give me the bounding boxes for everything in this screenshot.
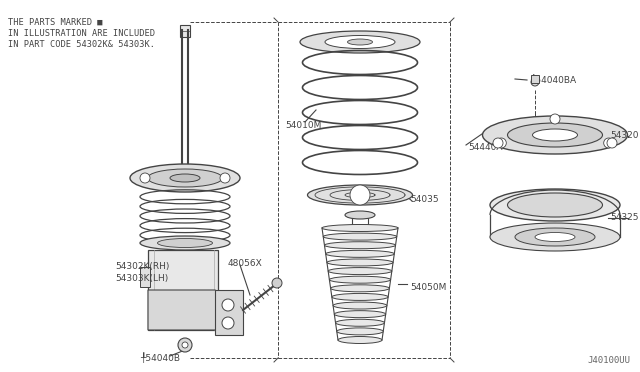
Text: ╀54040B: ╀54040B <box>140 353 180 363</box>
Ellipse shape <box>490 223 620 251</box>
Text: 54303K(LH): 54303K(LH) <box>115 273 168 282</box>
Ellipse shape <box>330 276 390 283</box>
Ellipse shape <box>322 224 398 231</box>
Ellipse shape <box>490 189 620 221</box>
Circle shape <box>272 278 282 288</box>
Circle shape <box>222 317 234 329</box>
Text: 54325: 54325 <box>610 214 639 222</box>
Bar <box>215 290 243 335</box>
Ellipse shape <box>326 250 394 257</box>
Circle shape <box>531 78 539 86</box>
Ellipse shape <box>157 238 212 247</box>
Text: THE PARTS MARKED ■: THE PARTS MARKED ■ <box>8 18 102 27</box>
FancyBboxPatch shape <box>180 25 190 37</box>
Circle shape <box>222 299 234 311</box>
Text: 48056X: 48056X <box>228 259 263 267</box>
Circle shape <box>350 185 370 205</box>
Circle shape <box>493 138 503 148</box>
Ellipse shape <box>323 233 397 240</box>
Ellipse shape <box>483 116 627 154</box>
Circle shape <box>550 114 560 124</box>
Ellipse shape <box>345 211 375 219</box>
Text: 54320: 54320 <box>610 131 639 141</box>
Ellipse shape <box>300 31 420 53</box>
Ellipse shape <box>338 337 382 343</box>
Text: IN ILLUSTRATION ARE INCLUDED: IN ILLUSTRATION ARE INCLUDED <box>8 29 155 38</box>
Ellipse shape <box>147 169 223 187</box>
Circle shape <box>604 138 614 148</box>
Ellipse shape <box>324 242 396 249</box>
FancyBboxPatch shape <box>531 75 539 83</box>
Bar <box>140 267 150 287</box>
Polygon shape <box>148 290 230 330</box>
Text: ╀54040BA: ╀54040BA <box>530 75 576 85</box>
Ellipse shape <box>331 285 389 292</box>
Circle shape <box>220 173 230 183</box>
Ellipse shape <box>532 129 577 141</box>
Ellipse shape <box>508 123 602 147</box>
Text: J40100UU: J40100UU <box>587 356 630 365</box>
Circle shape <box>496 138 506 148</box>
Ellipse shape <box>508 193 602 217</box>
Ellipse shape <box>332 294 388 301</box>
Ellipse shape <box>327 259 393 266</box>
Ellipse shape <box>170 174 200 182</box>
Text: 54440A: 54440A <box>468 142 502 151</box>
Circle shape <box>182 342 188 348</box>
Ellipse shape <box>348 39 372 45</box>
Bar <box>148 250 218 330</box>
Ellipse shape <box>140 236 230 250</box>
Circle shape <box>140 173 150 183</box>
Ellipse shape <box>130 164 240 192</box>
Circle shape <box>178 338 192 352</box>
Text: 54035: 54035 <box>410 196 438 205</box>
Text: IN PART CODE 54302K& 54303K.: IN PART CODE 54302K& 54303K. <box>8 40 155 49</box>
Ellipse shape <box>535 232 575 241</box>
Text: 54010M: 54010M <box>285 121 321 129</box>
Circle shape <box>607 138 617 148</box>
Ellipse shape <box>337 328 383 335</box>
Ellipse shape <box>307 185 413 205</box>
Ellipse shape <box>333 302 387 309</box>
Ellipse shape <box>328 267 392 275</box>
Ellipse shape <box>325 35 395 48</box>
Ellipse shape <box>515 228 595 246</box>
Ellipse shape <box>334 311 386 318</box>
Text: 54050M: 54050M <box>410 282 446 292</box>
Text: 54302K(RH): 54302K(RH) <box>115 263 170 272</box>
Ellipse shape <box>335 319 385 326</box>
